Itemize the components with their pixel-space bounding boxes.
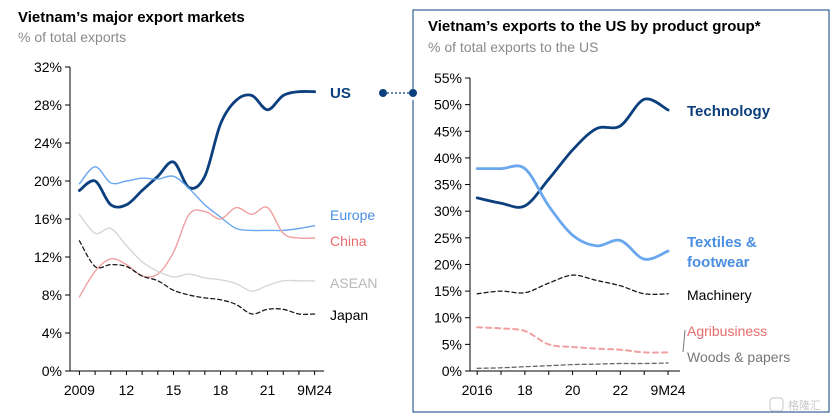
y-tick-label: 12% [34, 249, 62, 265]
series-line-agribusiness [476, 326, 670, 354]
series-label-europe: Europe [330, 207, 375, 223]
x-tick-label: 22 [613, 382, 629, 398]
y-tick-label: 30% [434, 203, 462, 219]
right-axes: 0% 5% 10% 15% 20% 25% 30% 35% 40% 45% 50% 55% 2016 18… [434, 70, 686, 398]
right-series [475, 97, 670, 369]
x-tick-label: 18 [213, 382, 229, 398]
x-tick-label: 2016 [462, 382, 493, 398]
y-tick-label: 0% [442, 363, 462, 379]
watermark-text: 格隆汇 [788, 398, 821, 412]
y-tick-label: 24% [34, 135, 62, 151]
y-tick-label: 16% [34, 211, 62, 227]
connector-dot-right [409, 89, 417, 97]
x-tick-label: 21 [260, 382, 276, 398]
series-line-japan [78, 240, 316, 316]
y-tick-label: 55% [434, 70, 462, 86]
y-tick-label: 8% [42, 287, 62, 303]
x-tick-label: 9M24 [651, 382, 686, 398]
left-chart-title: Vietnam’s major export markets [18, 9, 245, 26]
y-tick-label: 40% [434, 150, 462, 166]
watermark-logo-icon [769, 397, 784, 412]
y-tick-label: 45% [434, 123, 462, 139]
y-tick-label: 0% [42, 363, 62, 379]
left-axes: 0% 4% 8% 12% 16% 20% 24% 28% 32% 2009 12 15 18 21 9M24 [34, 59, 332, 398]
y-tick-label: 32% [34, 59, 62, 75]
left-series [78, 90, 316, 316]
series-label-asean: ASEAN [330, 275, 377, 291]
right-panel-frame [412, 9, 830, 413]
series-label-china: China [330, 233, 367, 249]
series-label-woods: Woods & papers [687, 349, 790, 365]
series-label-textiles-1: Textiles & [687, 234, 757, 251]
y-tick-label: 4% [42, 325, 62, 341]
series-label-technology: Technology [687, 103, 771, 120]
series-line-us [78, 90, 316, 209]
series-line-china [78, 206, 316, 298]
x-tick-label: 20 [565, 382, 581, 398]
x-tick-label: 9M24 [297, 382, 332, 398]
y-tick-label: 28% [34, 97, 62, 113]
series-label-machinery: Machinery [687, 287, 752, 303]
y-tick-label: 10% [434, 310, 462, 326]
x-tick-label: 2009 [64, 382, 95, 398]
right-chart-subtitle: % of total exports to the US [428, 39, 598, 55]
series-line-woods-papers [476, 362, 669, 369]
y-tick-label: 50% [434, 97, 462, 113]
series-label-us: US [330, 85, 351, 102]
y-tick-label: 5% [442, 336, 462, 352]
series-line-technology [475, 97, 670, 209]
series-label-japan: Japan [330, 307, 368, 323]
woods-leader-line [682, 329, 686, 353]
y-tick-label: 25% [434, 230, 462, 246]
series-line-europe [78, 166, 316, 232]
y-tick-label: 15% [434, 283, 462, 299]
left-chart-subtitle: % of total exports [18, 29, 126, 45]
x-tick-label: 18 [517, 382, 533, 398]
x-tick-label: 12 [119, 382, 135, 398]
right-chart-title: Vietnam’s exports to the US by product g… [428, 18, 761, 35]
series-line-textiles-footwear [475, 164, 670, 261]
series-label-textiles-2: footwear [687, 254, 750, 271]
series-label-agribusiness: Agribusiness [687, 323, 767, 339]
y-tick-label: 20% [34, 173, 62, 189]
y-tick-label: 35% [434, 177, 462, 193]
series-line-machinery [476, 274, 669, 296]
x-tick-label: 15 [166, 382, 182, 398]
series-line-asean [78, 213, 316, 292]
connector-dot-left [379, 89, 387, 97]
y-tick-label: 20% [434, 256, 462, 272]
